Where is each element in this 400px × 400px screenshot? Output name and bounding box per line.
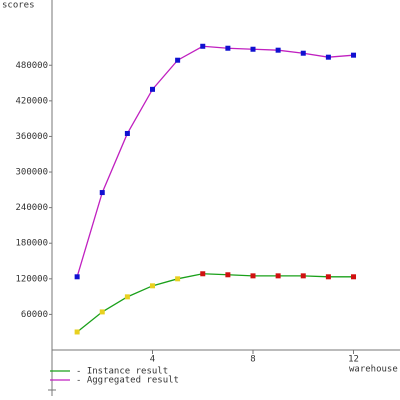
data-point	[250, 273, 256, 279]
data-point	[275, 47, 281, 53]
data-point	[150, 283, 156, 289]
legend-label: - Aggregated result	[76, 376, 179, 386]
y-tick-label: 480000	[15, 61, 48, 71]
series-line	[76, 45, 354, 277]
series-line	[76, 273, 354, 333]
y-axis-label: scores	[2, 1, 35, 11]
x-tick-label: 4	[150, 355, 155, 365]
data-point	[351, 52, 357, 58]
data-point	[175, 57, 181, 63]
data-point	[175, 276, 181, 282]
x-axis-label: warehouse	[349, 365, 398, 375]
data-point	[325, 54, 331, 60]
y-tick-label: 180000	[15, 239, 48, 249]
y-tick-label: 360000	[15, 132, 48, 142]
data-point	[300, 273, 306, 279]
data-point	[300, 50, 306, 56]
y-tick-label: 60000	[21, 310, 48, 320]
data-point	[225, 45, 231, 51]
y-tick-label: 240000	[15, 203, 48, 213]
data-point	[124, 130, 130, 136]
data-point	[124, 294, 130, 300]
data-point	[200, 43, 206, 49]
x-tick-label: 12	[348, 355, 359, 365]
y-tick-label: 420000	[15, 96, 48, 106]
data-point	[200, 271, 206, 277]
legend-label: - Instance result	[76, 367, 168, 377]
x-tick-label: 8	[250, 355, 255, 365]
data-point	[250, 46, 256, 52]
data-point	[74, 274, 80, 280]
data-point	[150, 86, 156, 92]
data-point	[351, 274, 357, 280]
data-point	[99, 190, 105, 196]
data-point	[74, 329, 80, 335]
data-point	[99, 309, 105, 315]
data-point	[275, 273, 281, 279]
y-tick-label: 300000	[15, 168, 48, 178]
y-tick-label: 120000	[15, 274, 48, 284]
data-point	[225, 272, 231, 278]
data-point	[325, 274, 331, 280]
